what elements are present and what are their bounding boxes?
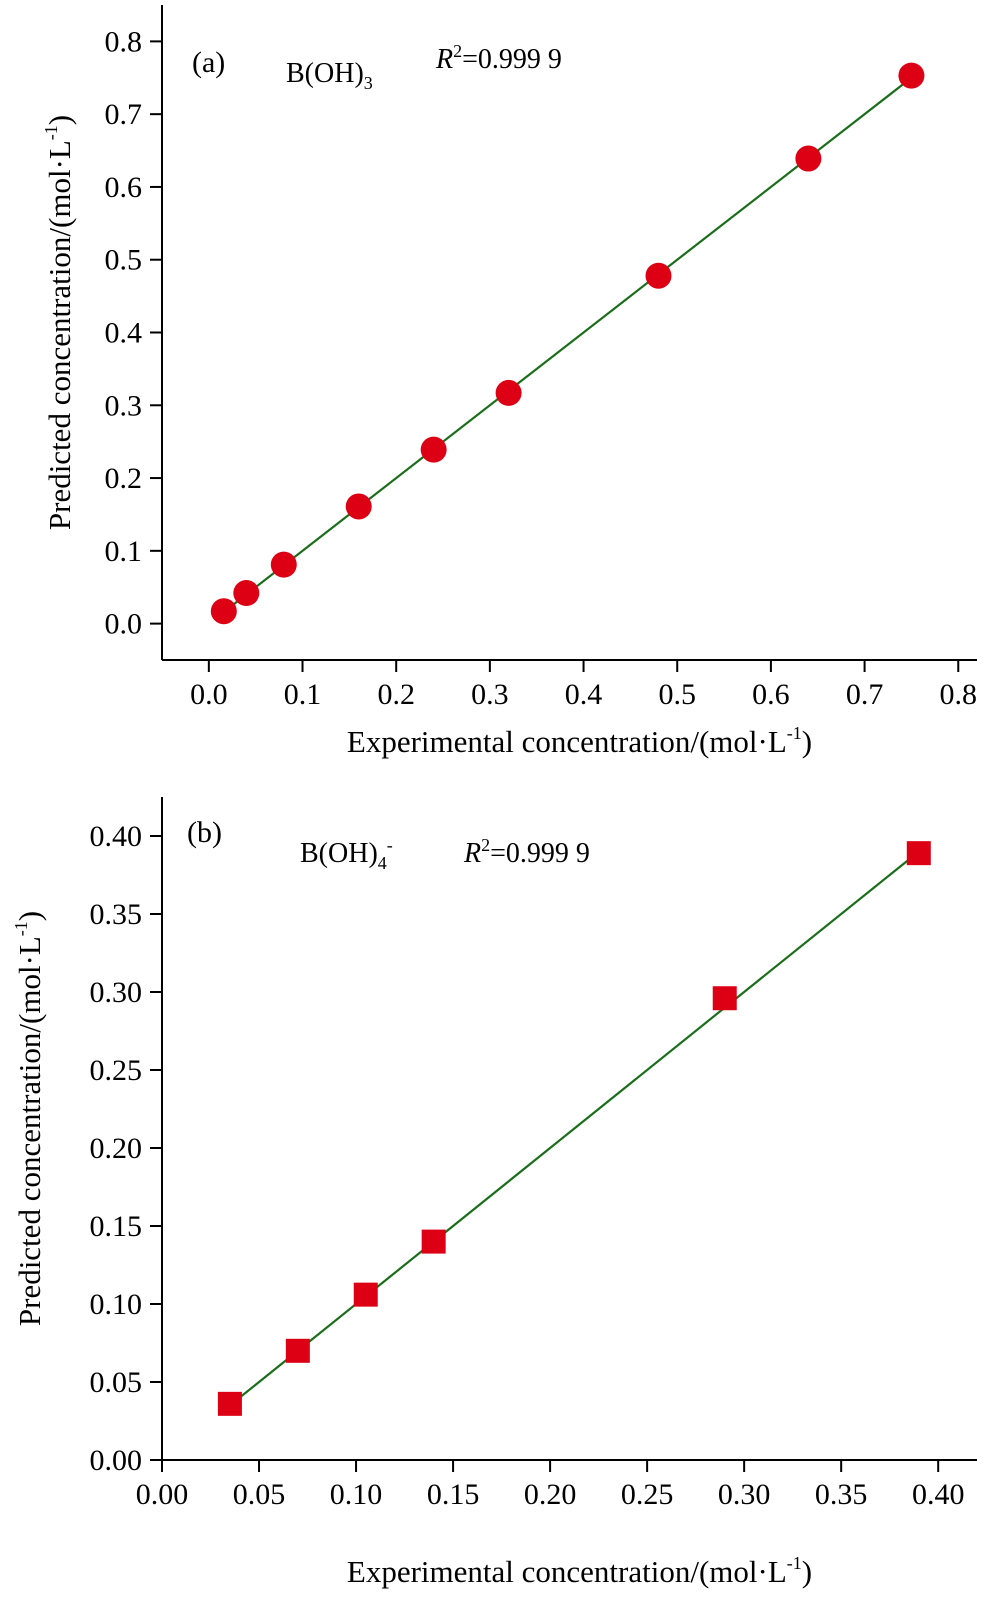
panel-b-x-tick-label: 0.10 (330, 1478, 383, 1511)
panel-b-x-axis-label: Experimental concentration/(mol·L-1) (347, 1553, 812, 1589)
panel-a-x-axis-label: Experimental concentration/(mol·L-1) (347, 723, 812, 759)
panel-a-data-point (270, 551, 297, 578)
panel-b-species-label: B(OH)4- (300, 835, 393, 873)
panel-a-data-point (420, 436, 447, 463)
panel-a-y-tick-label: 0.1 (105, 535, 143, 568)
panel-b-y-tick-label: 0.40 (90, 820, 143, 853)
panel-a-y-tick-label: 0.5 (105, 244, 143, 277)
panel-b-data-point (217, 1391, 242, 1416)
panel-a-y-tick-label: 0.8 (105, 25, 143, 58)
panel-a-data-point (898, 62, 925, 89)
panel-a-panel-label: (a) (192, 46, 225, 79)
panel-b-y-tick-label: 0.30 (90, 976, 143, 1009)
panel-a-y-tick-label: 0.7 (105, 98, 143, 131)
panel-b-y-tick-label: 0.05 (90, 1366, 143, 1399)
panel-a-x-tick-label: 0.4 (565, 678, 603, 711)
panel-b-y-tick-label: 0.25 (90, 1054, 143, 1087)
panel-a-data-point (495, 379, 522, 406)
panel-a-x-tick-label: 0.5 (658, 678, 696, 711)
panel-b-x-tick-label: 0.35 (815, 1478, 868, 1511)
panel-a-x-tick-label: 0.8 (940, 678, 978, 711)
panel-b-data-point (906, 841, 931, 866)
panel-a-data-point (795, 145, 822, 172)
panel-a-x-tick-label: 0.7 (846, 678, 884, 711)
panel-a-y-tick-label: 0.4 (105, 317, 143, 350)
panel-b-y-tick-label: 0.10 (90, 1288, 143, 1321)
panel-a-x-tick-label: 0.6 (752, 678, 790, 711)
panel-b-x-tick-label: 0.15 (427, 1478, 480, 1511)
panel-b-x-tick-label: 0.00 (136, 1478, 189, 1511)
panel-b-data-point (712, 986, 737, 1011)
panel-b-x-tick-label: 0.30 (718, 1478, 771, 1511)
panel-a-y-axis-label: Predicted concentration/(mol·L-1) (41, 115, 77, 530)
panel-a-y-tick-label: 0.3 (105, 389, 143, 422)
panel-b-r-squared: R2=0.999 9 (463, 835, 590, 869)
panel-b-data-point (421, 1229, 446, 1254)
panel-b-data-point (353, 1282, 378, 1307)
panel-a-data-point (645, 262, 672, 289)
panel-a-x-tick-label: 0.0 (190, 678, 228, 711)
panel-b-y-tick-label: 0.35 (90, 898, 143, 931)
panel-b-x-tick-label: 0.25 (621, 1478, 674, 1511)
panel-b-x-tick-label: 0.20 (524, 1478, 577, 1511)
panel-a-data-point (345, 493, 372, 520)
panel-a-chart: 0.0 0.1 0.2 0.3 0.4 0.5 0.6 0.7 0.8 0.0 0.1 0.2 0.3 0… (41, 5, 977, 759)
panel-a-x-tick-label: 0.2 (377, 678, 415, 711)
panel-b-y-tick-label: 0.15 (90, 1210, 143, 1243)
panel-a-x-tick-label: 0.1 (284, 678, 322, 711)
panel-a-y-tick-label: 0.2 (105, 462, 143, 495)
panel-b-y-axis-label: Predicted concentration/(mol·L-1) (11, 911, 47, 1326)
panel-b-panel-label: (b) (187, 816, 222, 849)
panel-b-y-tick-label: 0.20 (90, 1132, 143, 1165)
panel-a-fit-line (223, 76, 913, 613)
panel-a-data-point (210, 598, 237, 625)
panel-a-y-tick-label: 0.6 (105, 171, 143, 204)
panel-b-y-tick-label: 0.00 (90, 1444, 143, 1477)
panel-b-x-tick-label: 0.40 (912, 1478, 965, 1511)
panel-b-fit-line (229, 850, 920, 1407)
panel-a-x-tick-label: 0.3 (471, 678, 509, 711)
panel-b-x-tick-label: 0.05 (233, 1478, 286, 1511)
panel-a-y-tick-label: 0.0 (105, 608, 143, 641)
panel-a-r-squared: R2=0.999 9 (435, 41, 562, 75)
panel-b-data-point (285, 1338, 310, 1363)
panel-a-species-label: B(OH)3 (286, 58, 373, 93)
panel-a-data-point (233, 580, 260, 607)
panel-b-chart: 0.00 0.05 0.10 0.15 0.20 0.25 0.30 0.35 0.40 0.00… (11, 797, 977, 1589)
